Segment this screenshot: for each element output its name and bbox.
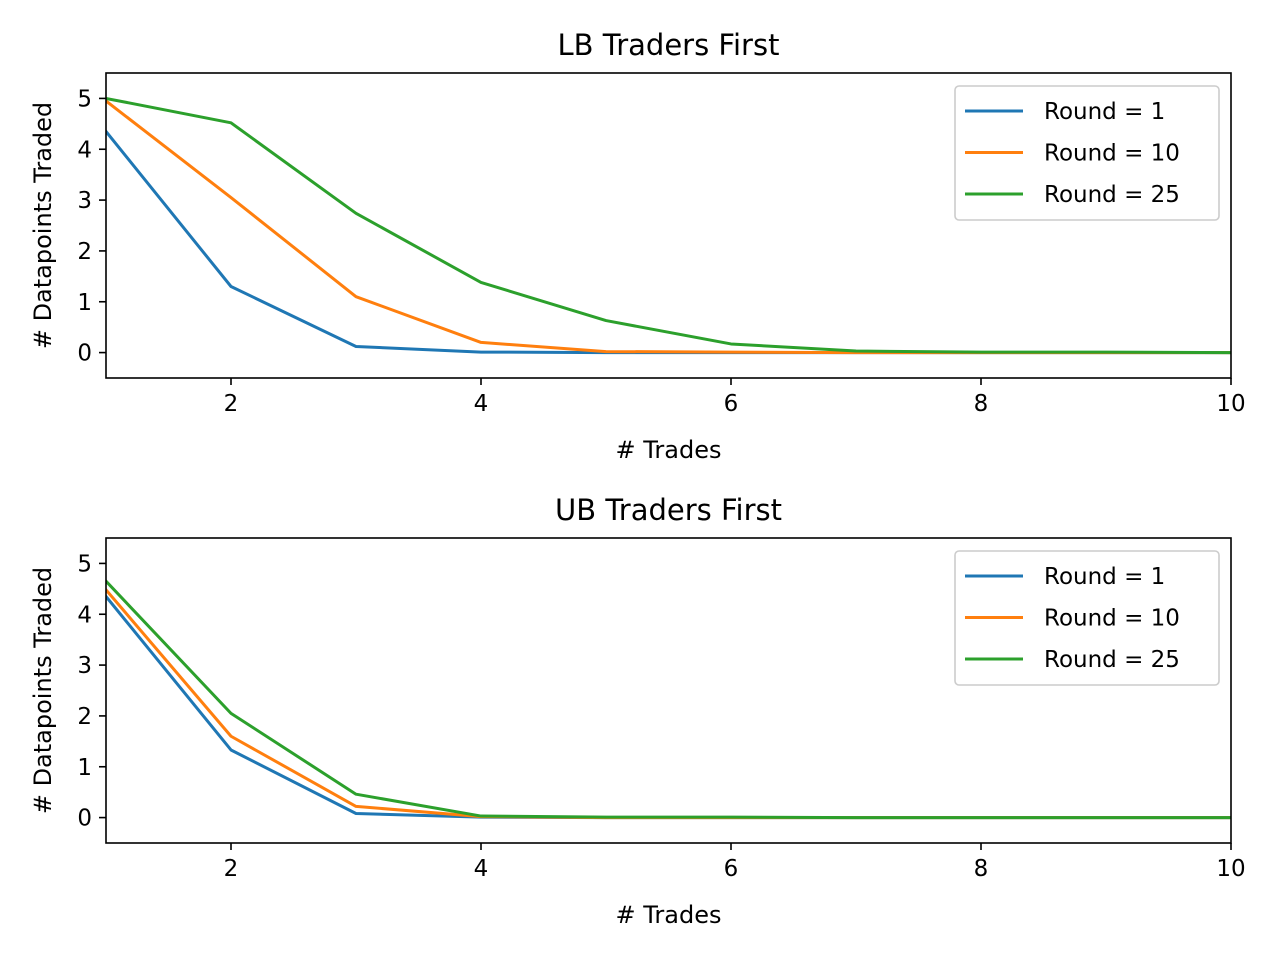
- y-tick-label: 0: [77, 341, 92, 367]
- x-tick-label: 8: [974, 856, 989, 882]
- x-axis-label: # Trades: [616, 436, 722, 464]
- y-tick-label: 1: [77, 755, 92, 781]
- y-tick-label: 2: [77, 704, 92, 730]
- x-tick-label: 4: [474, 391, 489, 417]
- y-tick-label: 4: [77, 137, 92, 163]
- chart-title: UB Traders First: [555, 493, 782, 527]
- x-tick-label: 10: [1216, 856, 1245, 882]
- x-tick-label: 6: [724, 391, 739, 417]
- y-tick-label: 4: [77, 602, 92, 628]
- x-axis-label: # Trades: [616, 901, 722, 929]
- y-tick-label: 1: [77, 290, 92, 316]
- legend: Round = 1 Round = 10 Round = 25: [954, 85, 1220, 221]
- legend-box: [954, 85, 1220, 221]
- legend-entry-label: Round = 1: [1044, 99, 1165, 125]
- plot-ub-traders-first: UB Traders First 2 4 6 8 10 0 1 2 3 4 5 # Trades # Da…: [29, 493, 1246, 929]
- x-tick-label: 2: [224, 856, 239, 882]
- y-tick-label: 3: [77, 653, 92, 679]
- y-tick-label: 2: [77, 239, 92, 265]
- y-tick-label: 3: [77, 188, 92, 214]
- series-line-3: [106, 579, 1231, 820]
- legend-entry-label: Round = 25: [1044, 182, 1180, 208]
- y-axis-label: # Datapoints Traded: [29, 102, 57, 349]
- plot-lb-traders-first: LB Traders First 2 4 6 8 10 0 1 2 3 4 5 # Trades # Da…: [29, 28, 1246, 464]
- legend-entry-label: Round = 10: [1044, 606, 1180, 632]
- y-tick-label: 0: [77, 806, 92, 832]
- legend-box: [954, 550, 1220, 686]
- legend-entry-label: Round = 1: [1044, 564, 1165, 590]
- x-tick-label: 4: [474, 856, 489, 882]
- y-tick-label: 5: [77, 86, 92, 112]
- axes-frame: [105, 537, 1232, 844]
- series-line-3: [106, 96, 1231, 355]
- legend: Round = 1 Round = 10 Round = 25: [954, 550, 1220, 686]
- axes-frame: [105, 72, 1232, 379]
- x-tick-label: 6: [724, 856, 739, 882]
- y-tick-label: 5: [77, 551, 92, 577]
- x-tick-label: 10: [1216, 391, 1245, 417]
- y-axis-label: # Datapoints Traded: [29, 567, 57, 814]
- legend-entry-label: Round = 10: [1044, 141, 1180, 167]
- chart-title: LB Traders First: [558, 28, 780, 62]
- legend-entry-label: Round = 25: [1044, 647, 1180, 673]
- x-tick-label: 2: [224, 391, 239, 417]
- x-tick-label: 8: [974, 391, 989, 417]
